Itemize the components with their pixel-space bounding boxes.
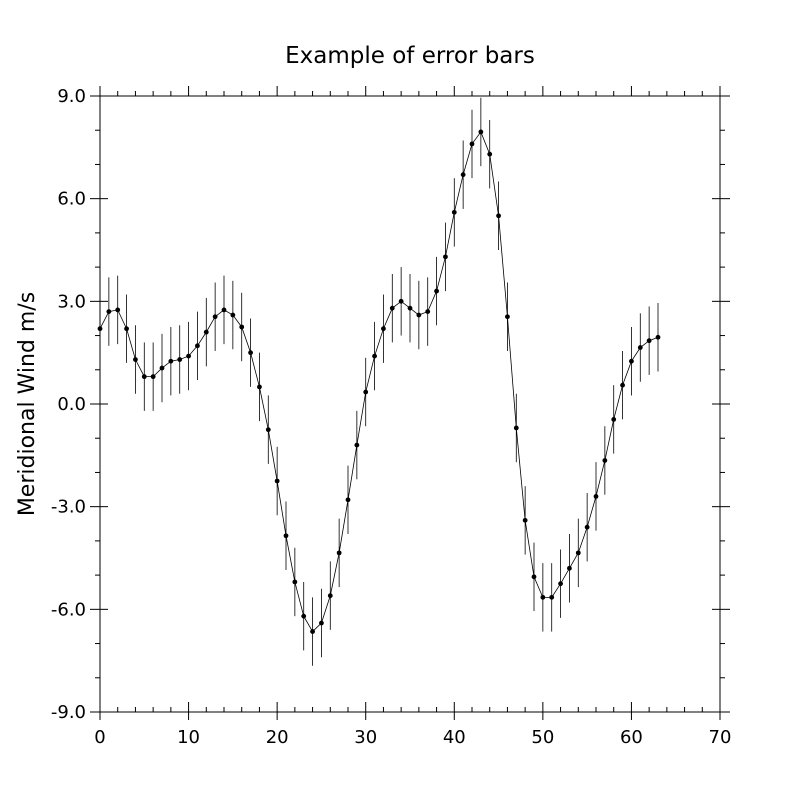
chart-title: Example of error bars: [285, 43, 535, 69]
data-point: [389, 305, 395, 311]
data-point: [416, 312, 422, 318]
data-point: [212, 314, 218, 320]
data-point: [611, 417, 617, 422]
data-point: [487, 151, 493, 157]
plot-frame: [99, 95, 721, 713]
data-point: [203, 329, 209, 335]
data-point: [558, 581, 563, 587]
x-tick-label: 40: [443, 727, 466, 748]
data-point: [133, 357, 138, 362]
data-point: [443, 254, 448, 260]
data-point: [124, 326, 129, 332]
data-point: [115, 307, 121, 313]
data-point: [407, 305, 413, 311]
data-point: [602, 458, 608, 463]
data-point: [345, 497, 351, 503]
axis-tick-labels: 0 10 20 30 40 50 60 70 -9.0 -6.0 -3.0 0.0 3.0 6.0 9.0: [51, 86, 732, 748]
data-point: [522, 517, 528, 523]
data-point: [301, 613, 307, 619]
data-point: [292, 579, 298, 585]
y-tick-label: 0.0: [57, 394, 86, 415]
y-tick-label: 6.0: [57, 189, 86, 210]
data-point: [159, 365, 165, 371]
x-tick-label: 30: [354, 727, 377, 748]
data-point: [451, 209, 457, 215]
data-point: [567, 565, 572, 571]
data-point: [274, 478, 280, 484]
data-point: [575, 550, 581, 556]
data-point: [221, 307, 227, 313]
x-tick-label: 0: [94, 727, 105, 748]
data-point: [655, 334, 661, 340]
data-point: [584, 524, 590, 530]
data-point: [186, 353, 191, 359]
data-point: [283, 533, 289, 539]
y-tick-label: 9.0: [57, 86, 86, 107]
data-point: [230, 312, 236, 318]
data-point: [496, 213, 501, 219]
data-point: [310, 629, 315, 634]
y-tick-label: -9.0: [51, 702, 86, 723]
y-axis-label: Meridional Wind m/s: [15, 292, 40, 516]
x-tick-label: 50: [531, 727, 554, 748]
data-point: [620, 382, 625, 388]
data-point: [460, 172, 466, 178]
data-point: [398, 298, 404, 304]
data-point: [549, 594, 555, 600]
data-point: [646, 338, 652, 344]
data-point: [434, 288, 439, 294]
data-point: [629, 358, 634, 364]
data-point: [478, 129, 484, 135]
data-point: [195, 343, 200, 349]
data-point: [593, 494, 599, 499]
data-point: [150, 374, 156, 380]
data-point: [425, 309, 431, 314]
data-point: [531, 574, 537, 580]
data-point: [363, 389, 369, 395]
x-tick-label: 60: [620, 727, 643, 748]
data-point: [177, 357, 183, 362]
x-tick-label: 10: [177, 727, 200, 748]
data-point: [265, 427, 271, 433]
data-point: [239, 324, 245, 330]
data-point: [319, 620, 324, 626]
data-point: [513, 425, 519, 431]
y-tick-label: -3.0: [51, 497, 86, 518]
data-point: [354, 442, 360, 448]
data-point: [336, 550, 342, 556]
data-point: [505, 314, 510, 320]
data-point: [637, 345, 643, 350]
axis-ticks: [90, 86, 730, 720]
data-point: [327, 593, 333, 599]
y-tick-label: -6.0: [51, 599, 86, 620]
data-point: [168, 358, 174, 364]
data-point: [106, 309, 112, 314]
data-point: [381, 326, 386, 332]
x-tick-label: 20: [266, 727, 289, 748]
data-point: [141, 374, 147, 380]
error-bars: [99, 97, 659, 666]
data-point: [540, 594, 546, 600]
y-tick-label: 3.0: [57, 291, 86, 312]
data-point: [248, 350, 253, 356]
x-tick-label: 70: [709, 727, 732, 748]
series-line: [99, 131, 659, 633]
data-point: [257, 384, 262, 390]
data-point: [469, 141, 475, 147]
data-point: [372, 353, 377, 359]
data-points: [97, 129, 661, 634]
